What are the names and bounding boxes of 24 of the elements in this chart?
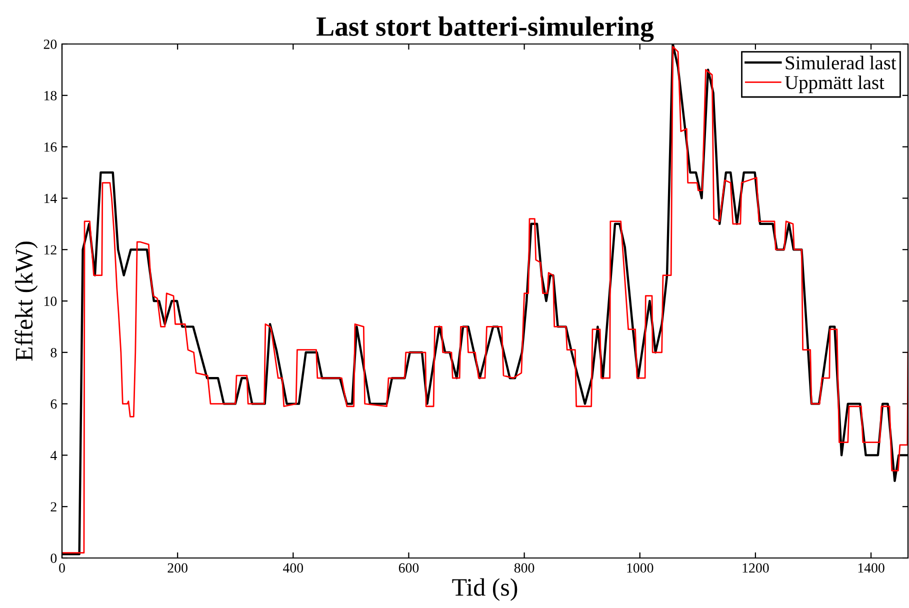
y-tick-label: 18 (44, 90, 57, 100)
legend-label: Uppmätt last (784, 75, 884, 94)
y-tick-label: 12 (44, 245, 56, 254)
x-tick-label: 600 (398, 563, 419, 573)
x-tick-label: 800 (514, 563, 534, 573)
legend-label: Simulerad last (786, 56, 896, 70)
y-tick-label: 6 (50, 399, 57, 409)
x-tick-label: 0 (59, 563, 65, 573)
x-axis-title: Tid (s) (452, 578, 518, 601)
y-tick-label: 0 (50, 554, 57, 563)
y-tick-label: 10 (44, 296, 57, 306)
y-tick-label: 4 (50, 450, 57, 460)
x-tick-label: 1000 (627, 563, 654, 573)
y-tick-label: 2 (50, 502, 56, 512)
chart-title: Last stort batteri-simulering (316, 16, 654, 42)
y-axis-title: Effekt (kW) (14, 242, 38, 361)
x-tick-label: 1400 (858, 563, 884, 573)
x-tick-label: 1200 (742, 563, 769, 573)
x-tick-label: 400 (283, 563, 304, 573)
y-tick-label: 14 (44, 194, 57, 204)
y-tick-label: 8 (50, 348, 57, 358)
y-tick-label: 16 (44, 142, 57, 152)
y-tick-label: 20 (44, 40, 57, 49)
x-tick-label: 200 (168, 563, 188, 573)
